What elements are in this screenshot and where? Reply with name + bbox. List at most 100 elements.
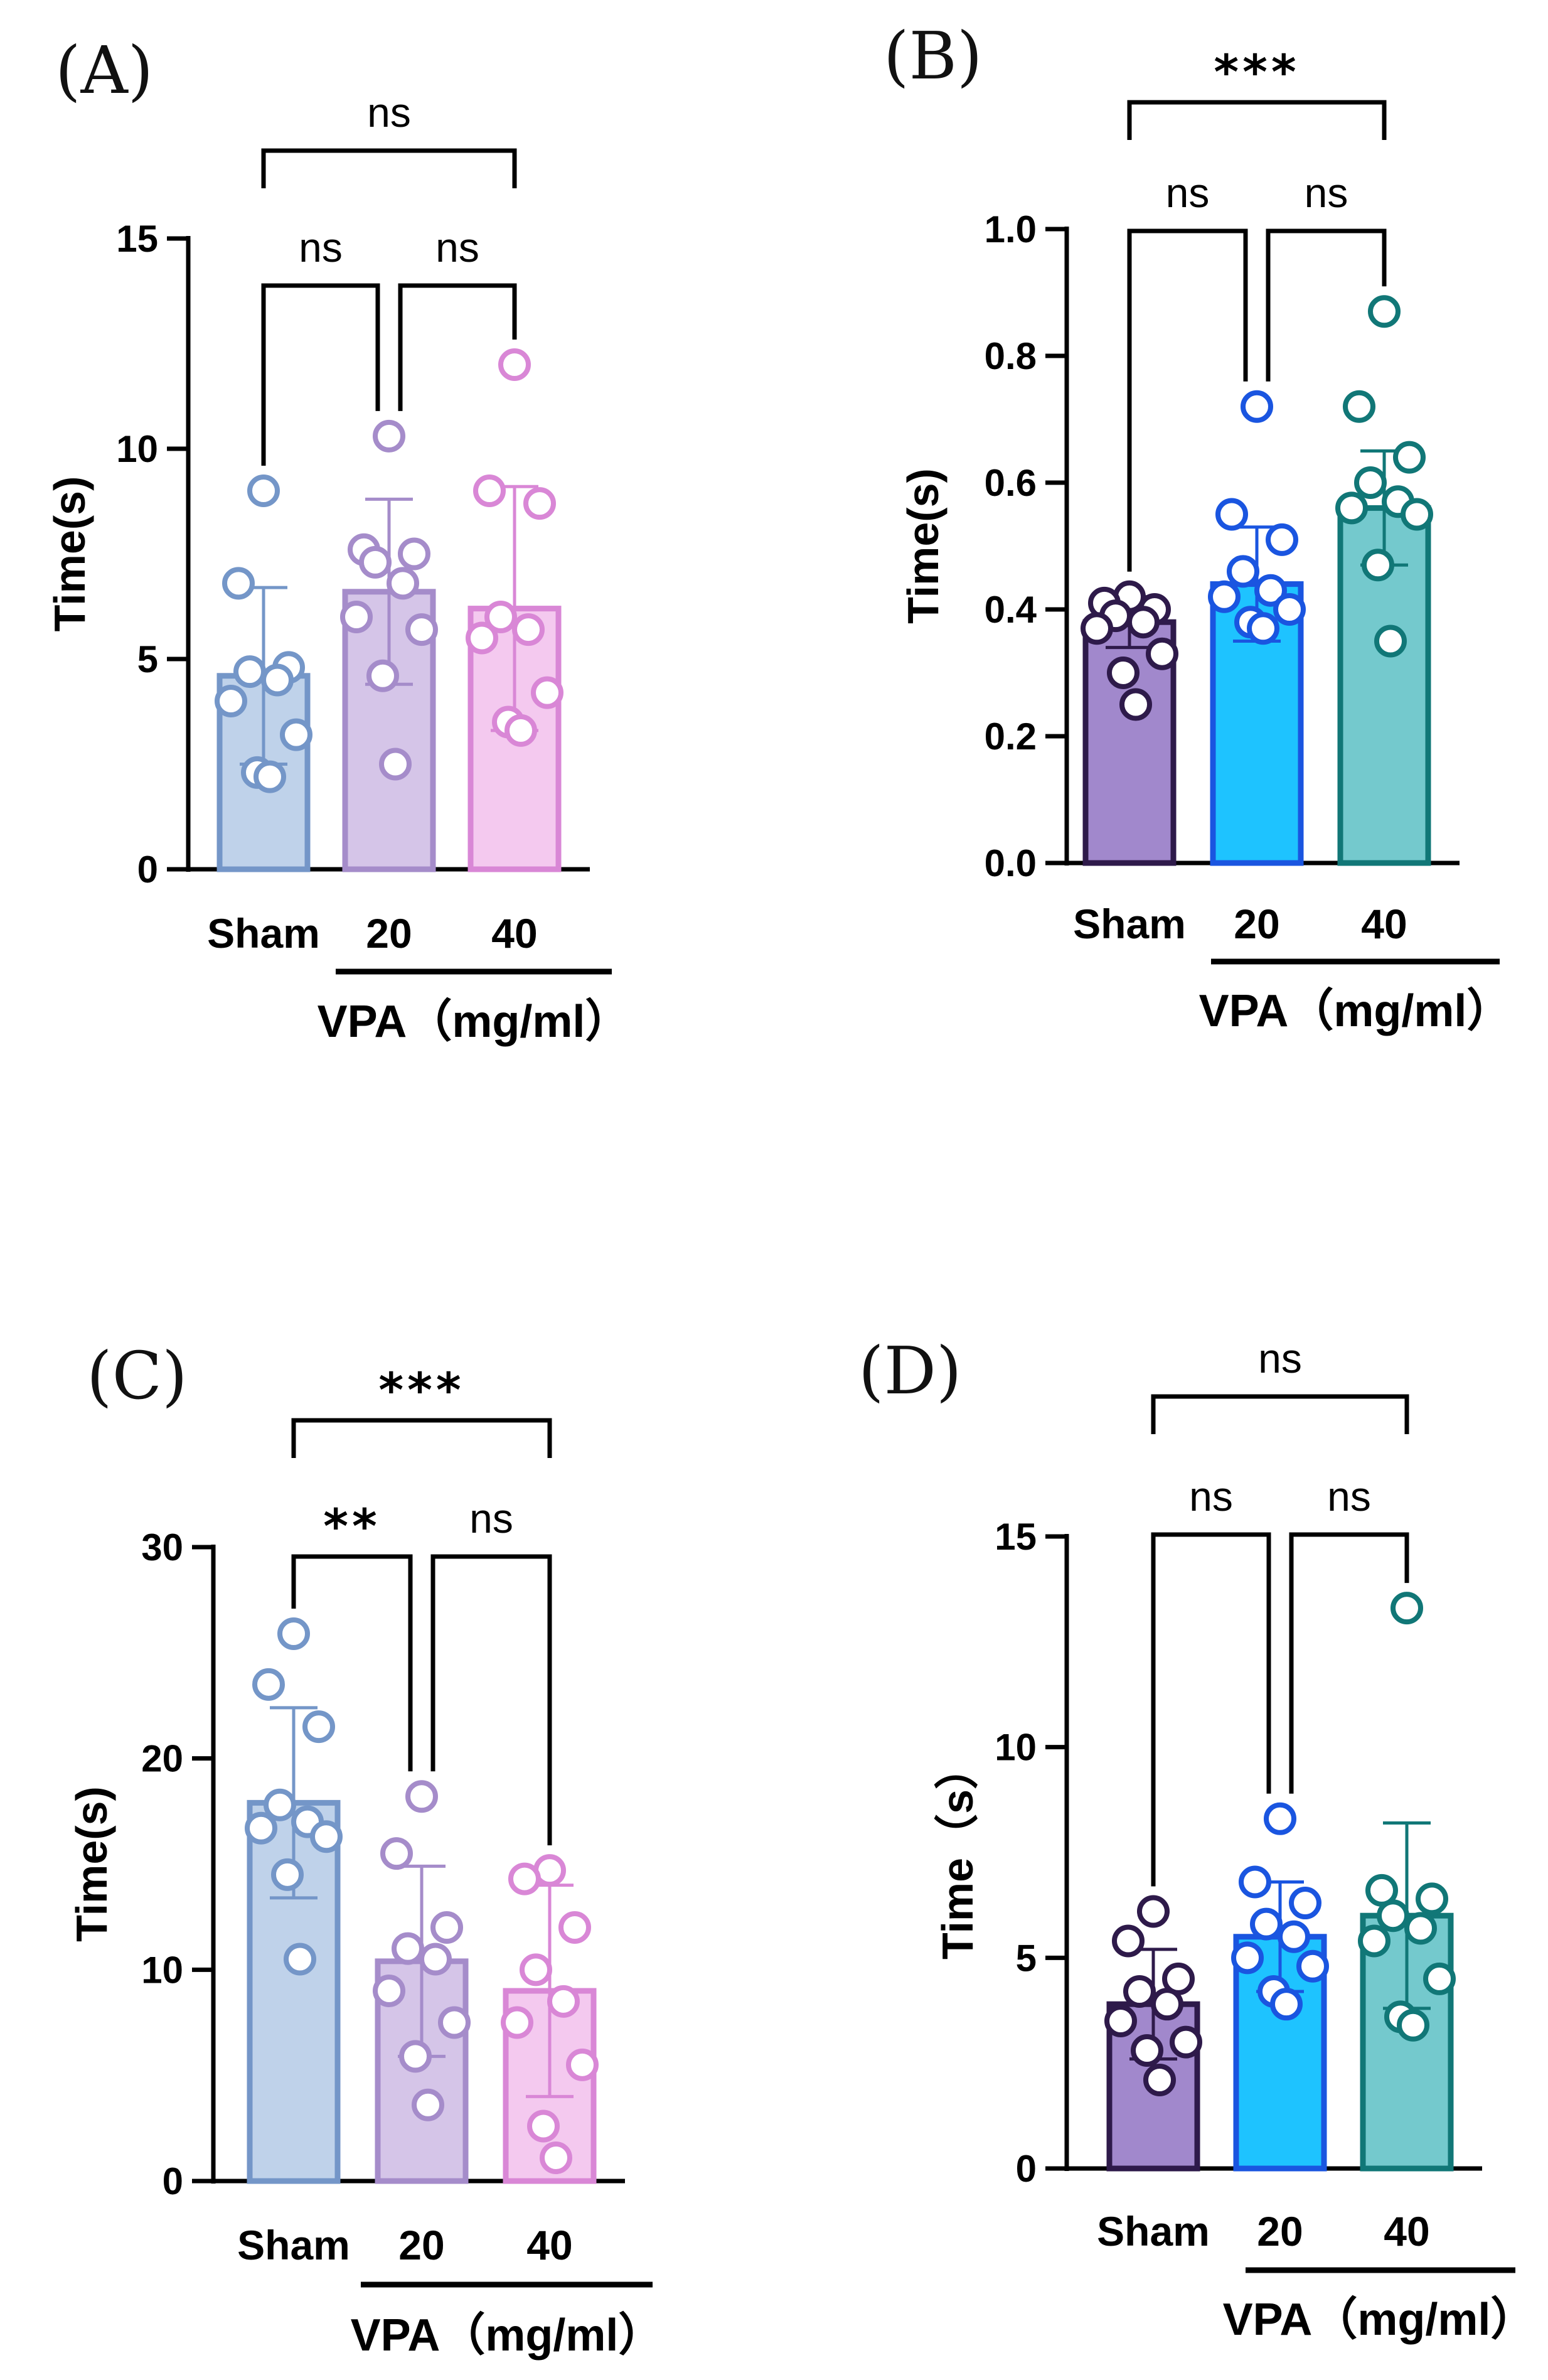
panel-d-point-0-5 [1104, 2005, 1137, 2038]
panel-c-point-0-0 [277, 1617, 310, 1651]
panel-d-point-1-4 [1278, 1920, 1310, 1953]
panel-a-sig-label-0: ns [299, 224, 343, 271]
panel-d-point-2-8 [1397, 2008, 1429, 2042]
panel-b-category-label-1: 20 [1234, 901, 1279, 947]
panel-c-label: (C) [87, 1337, 188, 1414]
panel-a-category-label-2: 40 [491, 910, 537, 957]
panel-b-point-0-7 [1107, 657, 1140, 689]
panel-c-point-2-8 [540, 2141, 572, 2174]
panel-d-point-0-1 [1112, 1924, 1145, 1958]
panel-d-sig-label-1: ns [1327, 1473, 1371, 1520]
panel-a-point-2-1 [473, 474, 506, 507]
panel-d-point-1-6 [1296, 1949, 1329, 1983]
panel-c-point-0-8 [284, 1943, 316, 1976]
panel-b-point-2-6 [1401, 498, 1433, 531]
panel-b-category-label-0: Sham [1073, 901, 1186, 947]
panel-c-category-label-1: 20 [398, 2222, 444, 2268]
panel-b-point-2-7 [1362, 549, 1394, 582]
panel-d-ytick-label-0: 0 [1016, 2148, 1037, 2190]
panel-a-point-0-5 [215, 685, 247, 717]
panel-a-point-1-0 [373, 419, 405, 453]
panel-b-sig-label-0: ns [1166, 169, 1210, 216]
panel-d-point-2-5 [1358, 1924, 1391, 1958]
panel-c-point-0-3 [264, 1788, 296, 1821]
panel-b: (B) 0.0 0.2 0.4 0.6 0.8 1.0 Time(s) Sham 20 40 VPA（… [883, 18, 1512, 1036]
panel-c-point-0-6 [310, 1820, 343, 1853]
panel-c-sig-bracket-1 [430, 1554, 552, 1846]
panel-c-point-2-7 [527, 2109, 560, 2143]
panel-a-point-0-8 [254, 760, 286, 793]
panel-a-sig-bracket-1 [398, 283, 517, 411]
panel-b-ytick-label-0: 0.0 [985, 842, 1037, 884]
panel-b-y-axis-label: Time(s) [899, 468, 947, 624]
panel-a-ytick-label-1: 5 [137, 638, 158, 680]
panel-c-point-1-5 [373, 1975, 405, 2007]
panel-a-point-1-4 [387, 567, 419, 600]
panel-a-sig-label-1: ns [435, 224, 479, 271]
panel-c-point-1-7 [399, 2040, 432, 2073]
panel-c-point-1-0 [405, 1780, 438, 1813]
panel-b-point-2-5 [1335, 491, 1368, 525]
panel-a-point-0-0 [247, 474, 280, 507]
panel-a-point-1-6 [405, 613, 438, 646]
panel-d-point-2-6 [1423, 1962, 1456, 1995]
panel-c-sig-bracket-0 [291, 1554, 413, 1772]
panel-d-point-0-4 [1151, 1988, 1183, 2021]
panel-b-category-label-2: 40 [1361, 901, 1407, 947]
panel-c-category-label-0: Sham [237, 2222, 350, 2268]
panel-c-point-2-6 [566, 2048, 599, 2081]
panel-c-point-2-2 [558, 1911, 591, 1944]
panel-a-point-2-5 [466, 621, 498, 655]
panel-c-point-1-4 [419, 1943, 452, 1976]
panel-c-sig-label-2: *** [378, 1362, 464, 1418]
panel-b-label: (B) [883, 18, 983, 94]
panel-d-point-2-0 [1391, 1592, 1423, 1625]
panel-c-category-label-2: 40 [526, 2222, 572, 2268]
panel-c-ytick-label-1: 10 [141, 1949, 183, 1991]
panel-b-point-1-8 [1247, 612, 1279, 645]
panel-b-sig-label-2: *** [1214, 44, 1300, 100]
panel-c-point-1-2 [430, 1911, 463, 1944]
panel-a-sig-bracket-0 [261, 283, 380, 466]
panel-a-category-label-0: Sham [207, 910, 320, 957]
panel-a-point-0-4 [261, 663, 294, 697]
panel-b-sig-bracket-2 [1127, 100, 1387, 140]
panel-d-sig-bracket-2 [1151, 1394, 1409, 1434]
panel-b-point-1-4 [1254, 574, 1287, 607]
panel-b-sig-bracket-0 [1127, 228, 1248, 572]
panel-c-point-2-4 [547, 1985, 580, 2018]
panel-c-y-axis-label: Time(s) [67, 1786, 116, 1942]
panel-d-y-axis-label: Time（s） [933, 1745, 982, 1959]
panel-d-point-2-2 [1416, 1882, 1448, 1916]
panel-d-point-0-0 [1137, 1895, 1170, 1928]
panel-d-point-1-0 [1264, 1802, 1296, 1835]
panel-a-ytick-label-2: 10 [116, 428, 158, 470]
panel-d-category-label-1: 20 [1257, 2208, 1303, 2254]
panel-d-ytick-label-3: 15 [995, 1516, 1037, 1558]
panel-b-point-1-1 [1215, 498, 1248, 531]
panel-d-point-0-8 [1143, 2064, 1176, 2097]
panel-a-point-1-5 [340, 601, 373, 633]
panel-a-point-1-8 [379, 748, 412, 781]
panel-d-category-label-0: Sham [1097, 2208, 1210, 2254]
panel-c-point-0-5 [245, 1811, 277, 1845]
panel-b-sig-label-1: ns [1305, 169, 1348, 216]
panel-b-point-0-4 [1127, 606, 1160, 639]
panel-b-ytick-label-5: 1.0 [985, 208, 1037, 250]
panel-b-point-1-2 [1266, 523, 1298, 556]
panel-c-sig-label-0: ** [323, 1498, 381, 1554]
panel-a-point-2-6 [531, 676, 563, 709]
panel-b-point-0-5 [1081, 612, 1113, 645]
panel-d-point-1-3 [1250, 1907, 1283, 1941]
panel-b-point-2-1 [1343, 390, 1375, 423]
panel-d-point-1-2 [1289, 1887, 1321, 1920]
panel-a-category-label-1: 20 [366, 910, 412, 957]
panel-a-point-1-3 [359, 545, 392, 579]
panel-a-point-2-3 [484, 601, 517, 633]
panel-c-ytick-label-3: 30 [141, 1526, 183, 1568]
panel-b-point-0-8 [1119, 688, 1152, 721]
panel-d-point-0-7 [1131, 2034, 1163, 2067]
panel-b-sig-bracket-1 [1266, 228, 1387, 382]
panel-b-ytick-label-1: 0.2 [985, 716, 1037, 758]
